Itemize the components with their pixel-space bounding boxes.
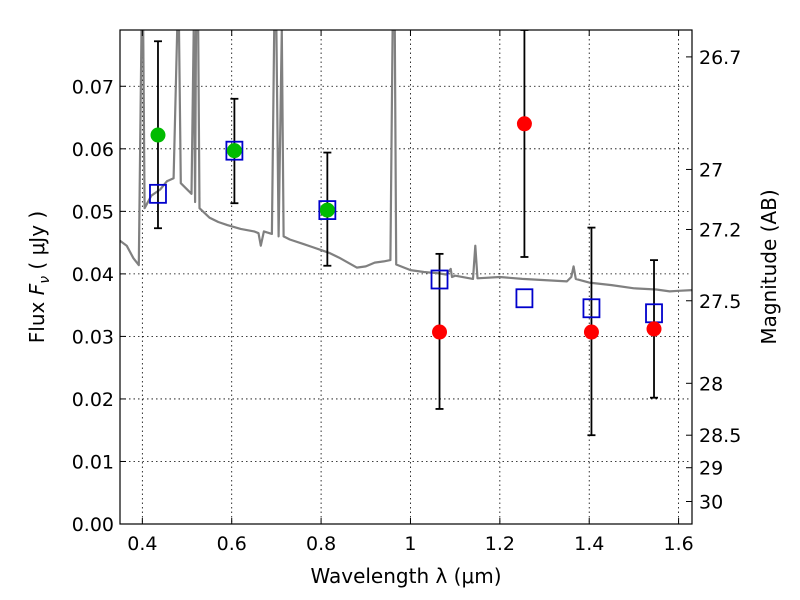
- x-tick-label: 1.4: [574, 533, 604, 555]
- x-axis-title: Wavelength λ (μm): [310, 564, 501, 588]
- x-tick-label: 0.8: [306, 533, 336, 555]
- plot-area: [120, 30, 692, 437]
- y2-tick-label: 27: [699, 159, 723, 181]
- y-axis-title: Flux Fν ( μJy ): [25, 211, 53, 343]
- model-square-marker: [515, 288, 534, 309]
- axis-ticks: 0.4 0.6 0.8 1 1.2 1.4 1.6 0.00 0.01 0.02 0.03 0.04 0…: [72, 30, 741, 555]
- model-square-marker: [149, 183, 167, 204]
- y2-tick-label: 28.5: [699, 425, 741, 447]
- data-point-green: [319, 202, 335, 218]
- y2-tick-label: 30: [699, 491, 723, 513]
- data-point-red: [516, 116, 532, 132]
- grid-lines: [120, 30, 692, 524]
- y2-tick-label: 28: [699, 373, 723, 395]
- plot-frame: [119, 29, 693, 525]
- y-axis-title-prefix: Flux: [25, 295, 49, 343]
- sed-model-curve: [120, 30, 692, 293]
- y-axis-title-symbol: F: [25, 283, 49, 295]
- y2-axis-title: Magnitude (AB): [757, 189, 781, 344]
- y2-tick-label: 26.7: [699, 47, 741, 69]
- data-point-red: [432, 324, 448, 340]
- y2-tick-label: 29: [699, 458, 723, 480]
- data-point-green: [226, 143, 242, 159]
- model-square-marker: [225, 140, 244, 161]
- y-tick-label: 0.02: [72, 389, 114, 411]
- y-tick-label: 0.04: [72, 264, 114, 286]
- x-tick-label: 0.6: [217, 533, 247, 555]
- y-tick-label: 0.05: [72, 201, 114, 223]
- y2-tick-label: 27.5: [699, 291, 741, 313]
- x-tick-label: 1.2: [485, 533, 515, 555]
- y-tick-label: 0.06: [72, 139, 114, 161]
- y-tick-label: 0.03: [72, 326, 114, 348]
- y-axis-title-subscript: ν: [37, 276, 53, 284]
- y-tick-label: 0.07: [72, 76, 114, 98]
- x-tick-label: 1: [404, 533, 416, 555]
- x-tick-label: 1.6: [663, 533, 693, 555]
- model-square-marker: [582, 298, 601, 319]
- y-axis-title-suffix: ( μJy ): [25, 211, 49, 276]
- y-tick-label: 0.00: [72, 514, 114, 536]
- data-point-red: [583, 324, 599, 340]
- x-tick-label: 0.4: [127, 533, 157, 555]
- model-square-marker: [430, 269, 449, 290]
- data-point-green: [150, 127, 166, 143]
- y-tick-label: 0.01: [72, 451, 114, 473]
- model-square-marker: [318, 200, 337, 220]
- y2-tick-label: 27.2: [699, 219, 741, 241]
- data-point-red: [646, 321, 662, 337]
